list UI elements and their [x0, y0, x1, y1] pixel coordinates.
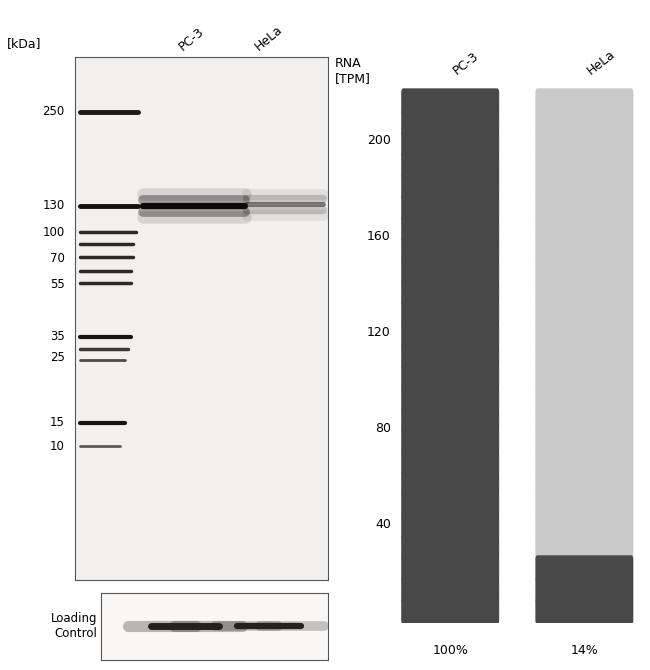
Text: 35: 35 — [50, 330, 64, 343]
Text: HeLa: HeLa — [252, 23, 285, 54]
FancyBboxPatch shape — [536, 513, 633, 539]
FancyBboxPatch shape — [536, 385, 633, 412]
FancyBboxPatch shape — [401, 385, 499, 412]
FancyBboxPatch shape — [536, 407, 633, 433]
Text: 130: 130 — [42, 200, 64, 212]
Text: 15: 15 — [50, 416, 64, 429]
Text: 200: 200 — [367, 134, 391, 147]
FancyBboxPatch shape — [536, 110, 633, 136]
Text: 250: 250 — [42, 105, 64, 119]
Text: PC-3: PC-3 — [176, 25, 207, 54]
FancyBboxPatch shape — [401, 364, 499, 391]
FancyBboxPatch shape — [536, 534, 633, 561]
Text: 10: 10 — [50, 440, 64, 453]
FancyBboxPatch shape — [401, 470, 499, 497]
FancyBboxPatch shape — [401, 174, 499, 200]
FancyBboxPatch shape — [536, 576, 633, 603]
FancyBboxPatch shape — [401, 492, 499, 518]
FancyBboxPatch shape — [401, 88, 499, 115]
Text: 100%: 100% — [432, 644, 468, 657]
FancyBboxPatch shape — [401, 152, 499, 178]
Text: [kDa]: [kDa] — [6, 38, 41, 50]
FancyBboxPatch shape — [536, 322, 633, 348]
FancyBboxPatch shape — [536, 194, 633, 221]
FancyBboxPatch shape — [536, 343, 633, 370]
FancyBboxPatch shape — [536, 152, 633, 178]
FancyBboxPatch shape — [536, 428, 633, 454]
FancyBboxPatch shape — [536, 216, 633, 243]
FancyBboxPatch shape — [536, 279, 633, 306]
FancyBboxPatch shape — [401, 598, 499, 624]
FancyBboxPatch shape — [401, 194, 499, 221]
FancyBboxPatch shape — [536, 598, 633, 624]
FancyBboxPatch shape — [401, 237, 499, 263]
FancyBboxPatch shape — [401, 110, 499, 136]
FancyBboxPatch shape — [536, 237, 633, 263]
FancyBboxPatch shape — [401, 407, 499, 433]
Text: 100: 100 — [42, 226, 64, 239]
Text: 40: 40 — [375, 518, 391, 531]
FancyBboxPatch shape — [401, 258, 499, 285]
Text: 80: 80 — [375, 421, 391, 435]
FancyBboxPatch shape — [401, 216, 499, 243]
Text: PC-3: PC-3 — [450, 50, 481, 78]
Text: RNA
[TPM]: RNA [TPM] — [335, 57, 370, 85]
FancyBboxPatch shape — [536, 364, 633, 391]
FancyBboxPatch shape — [401, 534, 499, 561]
Text: HeLa: HeLa — [584, 48, 618, 78]
FancyBboxPatch shape — [536, 301, 633, 327]
FancyBboxPatch shape — [401, 343, 499, 370]
FancyBboxPatch shape — [401, 322, 499, 348]
Text: High: High — [162, 595, 190, 608]
Text: 14%: 14% — [571, 644, 598, 657]
FancyBboxPatch shape — [401, 513, 499, 539]
FancyBboxPatch shape — [401, 301, 499, 327]
Text: 25: 25 — [50, 351, 64, 364]
FancyBboxPatch shape — [401, 449, 499, 476]
FancyBboxPatch shape — [536, 470, 633, 497]
Text: 120: 120 — [367, 326, 391, 339]
FancyBboxPatch shape — [536, 131, 633, 157]
Text: Loading
Control: Loading Control — [51, 612, 98, 641]
Text: Low: Low — [260, 595, 285, 608]
FancyBboxPatch shape — [536, 258, 633, 285]
FancyBboxPatch shape — [401, 279, 499, 306]
FancyBboxPatch shape — [401, 428, 499, 454]
FancyBboxPatch shape — [401, 555, 499, 582]
FancyBboxPatch shape — [536, 492, 633, 518]
Text: 160: 160 — [367, 230, 391, 243]
FancyBboxPatch shape — [536, 449, 633, 476]
FancyBboxPatch shape — [536, 555, 633, 582]
Text: 55: 55 — [50, 278, 64, 291]
FancyBboxPatch shape — [401, 131, 499, 157]
FancyBboxPatch shape — [401, 576, 499, 603]
FancyBboxPatch shape — [536, 174, 633, 200]
Text: 70: 70 — [50, 252, 64, 265]
FancyBboxPatch shape — [536, 88, 633, 115]
